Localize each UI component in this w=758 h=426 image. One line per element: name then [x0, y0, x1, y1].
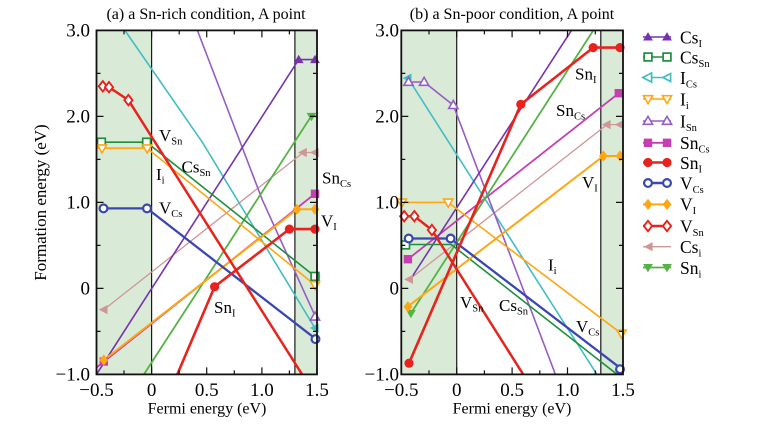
svg-text:Ii: Ii — [680, 89, 689, 112]
svg-text:VI: VI — [321, 212, 337, 234]
svg-text:3.0: 3.0 — [66, 20, 90, 41]
svg-text:−0.5: −0.5 — [79, 380, 113, 401]
svg-text:2.0: 2.0 — [66, 106, 90, 127]
svg-text:(b) a Sn-poor condition, A poi: (b) a Sn-poor condition, A point — [410, 6, 615, 23]
svg-text:Ii: Ii — [156, 165, 165, 187]
svg-text:Fermi energy (eV): Fermi energy (eV) — [453, 401, 572, 418]
svg-text:0: 0 — [390, 278, 400, 299]
svg-text:0: 0 — [452, 380, 462, 401]
svg-text:−0.5: −0.5 — [384, 380, 418, 401]
svg-text:Fermi energy (eV): Fermi energy (eV) — [148, 401, 267, 418]
svg-text:1.5: 1.5 — [305, 380, 329, 401]
svg-text:1.0: 1.0 — [556, 380, 580, 401]
svg-text:(a) a Sn-rich condition, A poi: (a) a Sn-rich condition, A point — [106, 6, 306, 23]
svg-text:CsI: CsI — [680, 27, 702, 50]
svg-text:1.0: 1.0 — [250, 380, 274, 401]
svg-text:1.0: 1.0 — [66, 192, 90, 213]
svg-text:2.0: 2.0 — [375, 106, 399, 127]
svg-text:Formation energy (eV): Formation energy (eV) — [31, 124, 50, 280]
svg-text:Ii: Ii — [548, 255, 557, 277]
svg-text:1.5: 1.5 — [611, 380, 635, 401]
svg-text:SnI: SnI — [214, 298, 236, 320]
svg-text:Sni: Sni — [680, 258, 701, 281]
svg-text:−1.0: −1.0 — [56, 364, 90, 385]
svg-text:Csi: Csi — [680, 237, 701, 260]
svg-text:−1.0: −1.0 — [365, 364, 399, 385]
svg-text:0: 0 — [147, 380, 157, 401]
svg-text:SnI: SnI — [680, 153, 702, 176]
svg-text:SnI: SnI — [575, 65, 597, 87]
svg-text:1.0: 1.0 — [375, 192, 399, 213]
svg-text:VI: VI — [582, 173, 598, 195]
svg-text:0: 0 — [81, 278, 91, 299]
svg-text:VI: VI — [680, 195, 697, 218]
svg-text:3.0: 3.0 — [375, 20, 399, 41]
svg-text:0.5: 0.5 — [500, 380, 524, 401]
svg-text:0.5: 0.5 — [195, 380, 219, 401]
